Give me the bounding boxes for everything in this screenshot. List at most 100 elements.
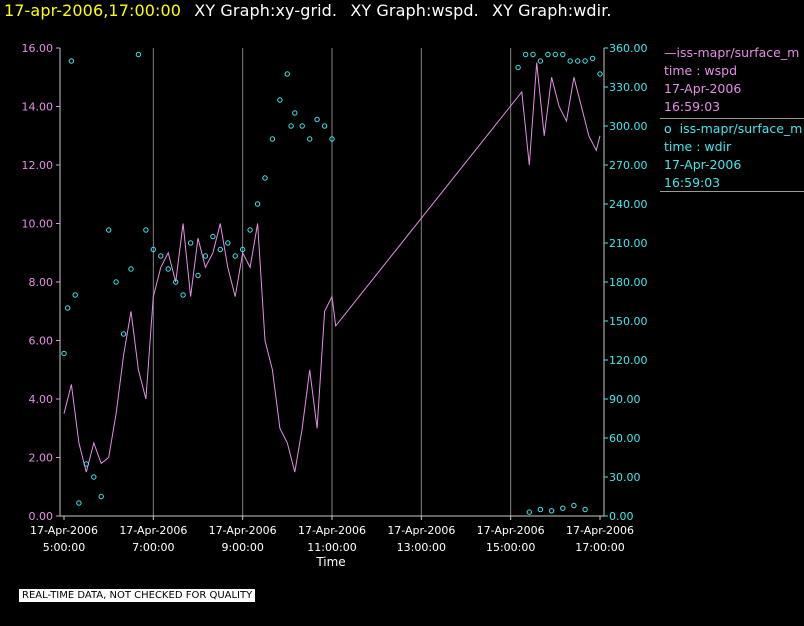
wdir-point <box>299 123 305 129</box>
wdir-point <box>61 350 67 357</box>
wdir-point <box>195 272 201 279</box>
legend-wdir-time: 16:59:03 <box>664 175 721 190</box>
x-tick-label-date: 17-Apr-2006 <box>387 524 455 537</box>
header-graph-xy-grid: XY Graph:xy-grid. <box>194 1 338 20</box>
legend-wspd-time: 16:59:03 <box>664 99 721 114</box>
legend-wdir-date: 17-Apr-2006 <box>664 157 742 172</box>
wdir-point <box>321 123 328 129</box>
wdir-point <box>98 493 104 500</box>
y-right-tick-label: 30.00 <box>609 471 641 484</box>
wdir-point <box>217 246 224 253</box>
wdir-point <box>292 110 298 116</box>
x-axis-label: Time <box>315 555 345 569</box>
y-right-tick-label: 0.00 <box>609 510 634 523</box>
y-right-tick-label: 300.00 <box>609 120 648 133</box>
wdir-point <box>522 51 529 58</box>
grid-lines <box>152 48 512 516</box>
header-graph-wspd: XY Graph:wspd. <box>350 1 479 20</box>
wdir-point <box>187 240 194 246</box>
wdir-point <box>128 266 134 272</box>
wdir-point <box>113 279 119 285</box>
wdir-point <box>575 58 581 64</box>
y-left-tick-label: 4.00 <box>29 393 54 406</box>
wdir-point <box>106 227 112 233</box>
x-tick-label-date: 17-Apr-2006 <box>566 524 634 537</box>
y-left-tick-label: 2.00 <box>29 452 54 465</box>
wdir-point <box>65 305 71 311</box>
legend-entry-wdir: o iss-mapr/surface_m time : wdir 17-Apr-… <box>664 120 804 192</box>
wdir-point <box>72 292 78 298</box>
wdir-point <box>582 506 588 513</box>
wdir-point <box>76 500 82 506</box>
wdir-point <box>232 253 238 259</box>
legend-separator <box>660 118 804 119</box>
wdir-point <box>173 279 179 285</box>
y-right-tick-label: 120.00 <box>609 354 648 367</box>
wdir-point <box>589 55 596 62</box>
x-tick-label-date: 17-Apr-2006 <box>209 524 277 537</box>
wdir-point <box>247 227 253 233</box>
wdir-point <box>240 246 246 253</box>
wdir-point <box>254 201 261 207</box>
y-right-tick-label: 210.00 <box>609 237 648 250</box>
wdir-point <box>545 51 551 58</box>
wdir-point <box>567 58 573 64</box>
y-left-tick-label: 14.00 <box>22 101 54 114</box>
x-tick-label-time: 11:00:00 <box>307 541 356 554</box>
wdir-point <box>288 123 294 129</box>
tick-labels: 17-Apr-2006 5:00:00 17-Apr-2006 7:00:00 17-A… <box>22 42 648 554</box>
wdir-point <box>329 136 335 142</box>
legend-wspd-xy: time : wspd <box>664 63 738 78</box>
quality-disclaimer: REAL-TIME DATA, NOT CHECKED FOR QUALITY <box>19 589 256 602</box>
legend-wspd-date: 17-Apr-2006 <box>664 81 742 96</box>
wdir-point <box>537 506 544 513</box>
wdir-point <box>165 266 171 272</box>
wspd-series <box>63 62 601 473</box>
header-graph-wdir: XY Graph:wdir. <box>492 1 612 20</box>
axes <box>56 47 608 520</box>
header-timestamp: 17-apr-2006,17:00:00 <box>4 1 182 20</box>
wdir-point <box>202 253 209 259</box>
legend: —iss-mapr/surface_m time : wspd 17-Apr-2… <box>660 44 804 192</box>
wdir-point <box>548 508 555 514</box>
x-tick-label-time: 15:00:00 <box>486 541 535 554</box>
wdir-point <box>552 51 558 58</box>
wdir-point <box>537 58 544 64</box>
y-left-tick-label: 0.00 <box>29 510 54 523</box>
wdir-point <box>530 51 536 58</box>
y-right-tick-label: 270.00 <box>609 159 648 172</box>
wdir-point <box>262 175 268 181</box>
wspd-line <box>63 62 601 473</box>
y-left-tick-label: 10.00 <box>22 218 54 231</box>
wdir-point <box>307 136 313 142</box>
wdir-point <box>210 233 216 240</box>
legend-wspd-series-name: iss-mapr/surface_m <box>676 45 800 60</box>
wdir-point <box>135 51 142 58</box>
wdir-point <box>571 502 577 509</box>
wdir-point <box>277 97 283 103</box>
wdir-point <box>284 71 290 77</box>
x-tick-label-time: 17:00:00 <box>575 541 624 554</box>
y-right-tick-label: 60.00 <box>609 432 641 445</box>
x-tick-label-time: 7:00:00 <box>132 541 174 554</box>
legend-separator-bottom <box>660 191 804 192</box>
wdir-point <box>560 51 566 58</box>
y-right-tick-label: 330.00 <box>609 81 648 94</box>
wdir-point <box>68 58 75 64</box>
y-right-tick-label: 150.00 <box>609 315 648 328</box>
legend-wdir-series: o iss-mapr/surface_m <box>664 121 803 136</box>
wdir-point <box>314 116 320 123</box>
wdir-point <box>83 461 90 467</box>
x-tick-label-date: 17-Apr-2006 <box>477 524 545 537</box>
y-right-tick-label: 360.00 <box>609 42 648 55</box>
wdir-point <box>120 331 127 337</box>
y-right-tick-label: 240.00 <box>609 198 648 211</box>
x-tick-label-time: 5:00:00 <box>43 541 85 554</box>
header: 17-apr-2006,17:00:00 XY Graph:xy-grid. X… <box>4 1 612 20</box>
legend-entry-wspd: —iss-mapr/surface_m time : wspd 17-Apr-2… <box>664 44 804 116</box>
wdir-series <box>61 51 603 515</box>
wdir-point <box>150 246 157 253</box>
wdir-point <box>515 64 521 71</box>
x-tick-label-time: 9:00:00 <box>221 541 263 554</box>
